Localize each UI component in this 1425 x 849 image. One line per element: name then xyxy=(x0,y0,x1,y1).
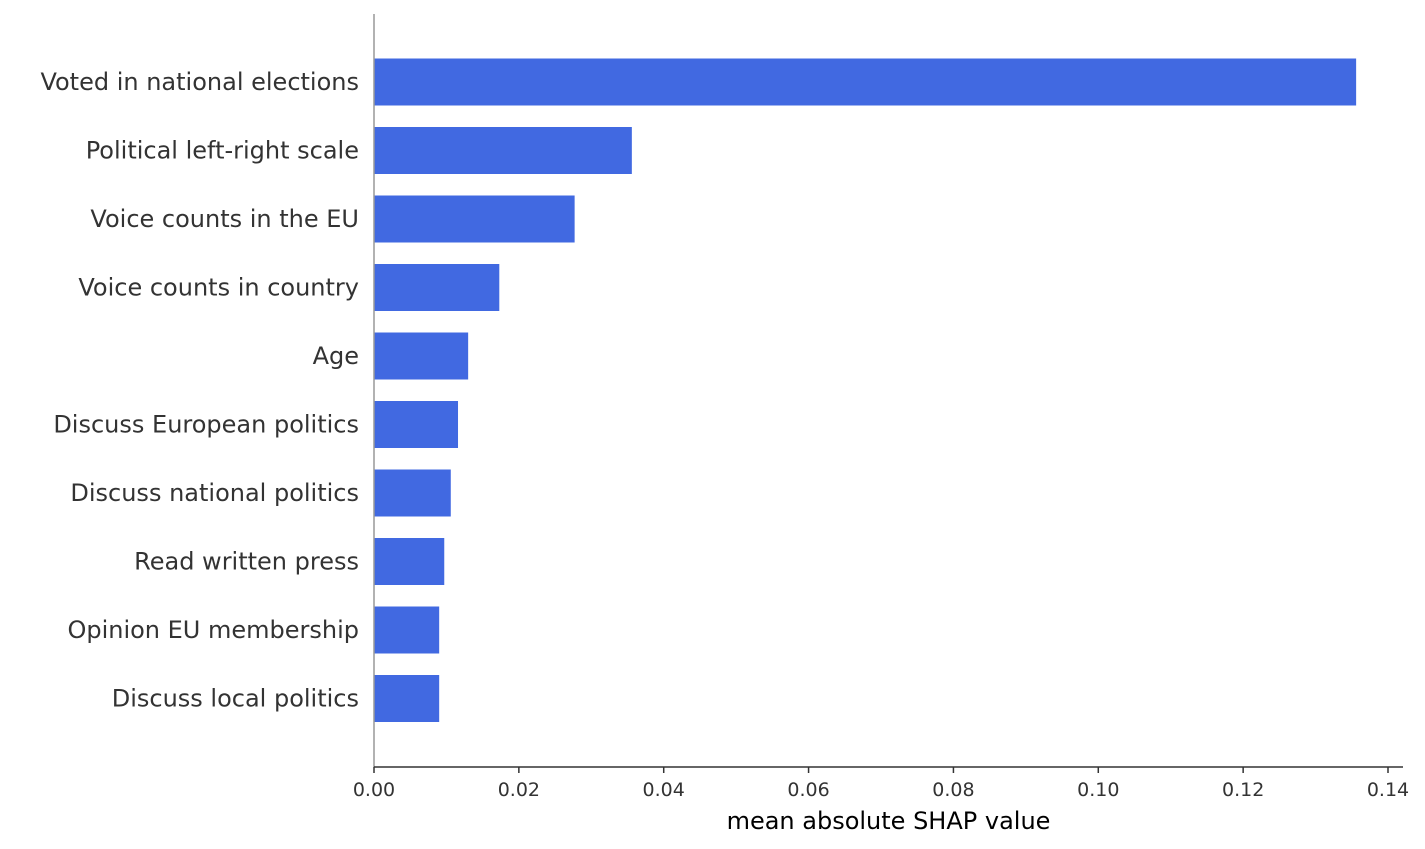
x-tick-label: 0.12 xyxy=(1222,779,1264,801)
bar xyxy=(374,606,440,654)
bar xyxy=(374,264,500,311)
x-ticks: 0.00 0.02 0.04 0.06 0.08 0.10 0.12 0.14 xyxy=(353,767,1409,801)
bar xyxy=(374,127,632,174)
x-tick-label: 0.14 xyxy=(1367,779,1409,801)
x-tick-label: 0.10 xyxy=(1077,779,1119,801)
x-tick-label: 0.02 xyxy=(498,779,540,801)
bar xyxy=(374,675,440,722)
bar xyxy=(374,58,1357,106)
x-axis-title: mean absolute SHAP value xyxy=(727,807,1051,835)
category-label: Voice counts in the EU xyxy=(90,205,359,233)
category-label: Voice counts in country xyxy=(78,274,359,302)
bar xyxy=(374,538,445,585)
bar xyxy=(374,195,575,243)
category-label: Opinion EU membership xyxy=(67,616,359,644)
x-tick-label: 0.00 xyxy=(353,779,395,801)
category-label: Voted in national elections xyxy=(40,68,359,96)
x-tick-label: 0.08 xyxy=(932,779,974,801)
category-labels: Voted in national elections Political lef… xyxy=(40,68,359,713)
category-label: Discuss European politics xyxy=(53,411,359,439)
category-label: Political left-right scale xyxy=(86,137,359,165)
x-tick-label: 0.06 xyxy=(787,779,829,801)
bars-group xyxy=(374,58,1357,722)
category-label: Read written press xyxy=(134,548,359,576)
bar xyxy=(374,332,469,380)
x-tick-label: 0.04 xyxy=(643,779,685,801)
bar xyxy=(374,469,451,517)
category-label: Discuss local politics xyxy=(112,685,359,713)
bar xyxy=(374,401,459,448)
category-label: Age xyxy=(313,342,359,370)
category-label: Discuss national politics xyxy=(70,479,359,507)
